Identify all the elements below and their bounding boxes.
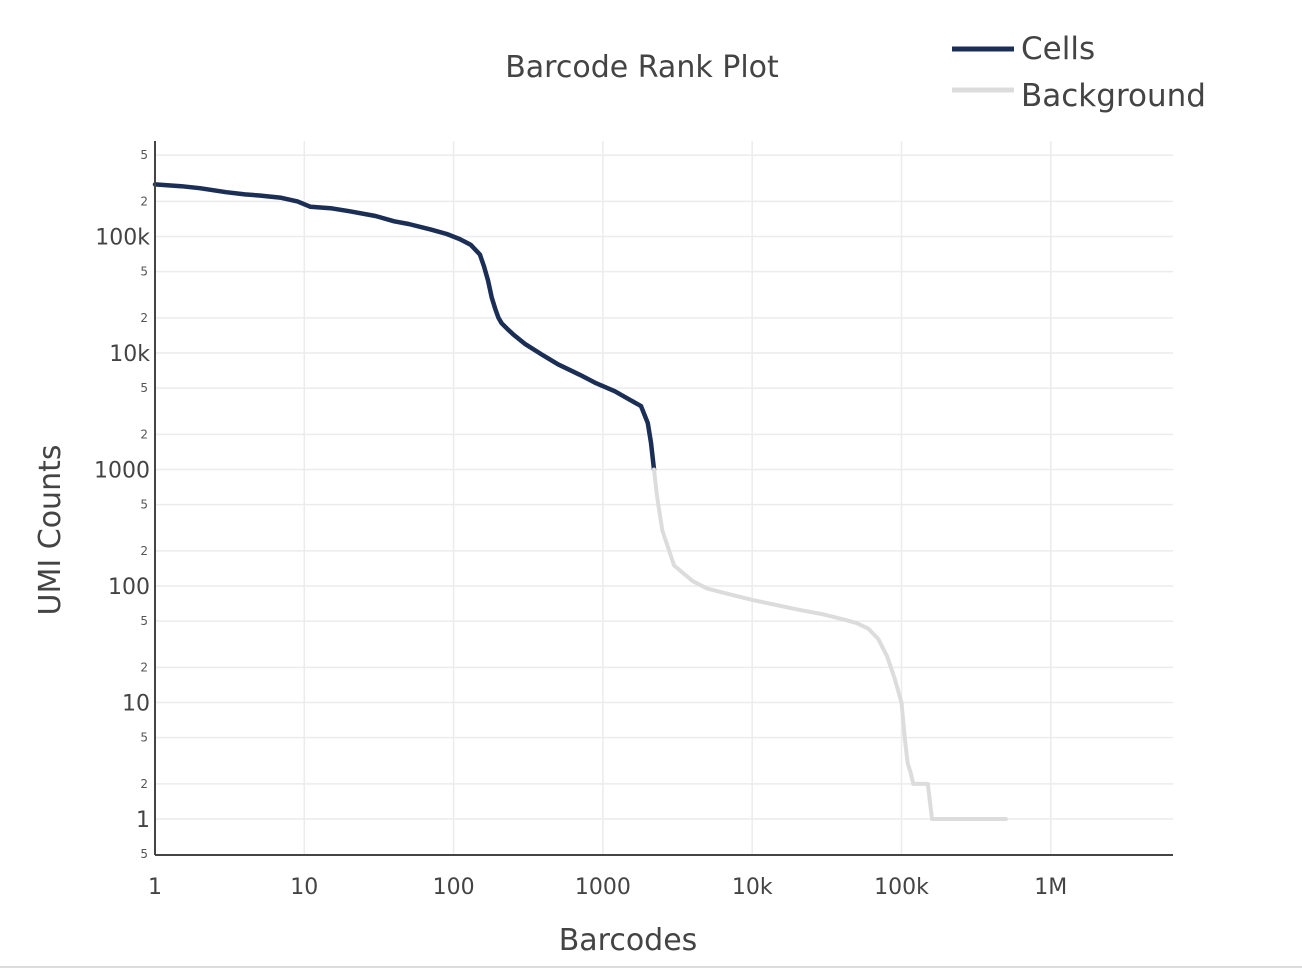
- y-minor-tick-label: 5: [140, 731, 148, 745]
- y-minor-tick-label: 5: [140, 498, 148, 512]
- y-tick-label: 100k: [95, 226, 150, 251]
- y-tick-label: 100: [108, 575, 150, 600]
- legend-label-cells: Cells: [1021, 31, 1095, 67]
- y-minor-tick-label: 5: [140, 148, 148, 162]
- x-axis-label: Barcodes: [559, 923, 698, 958]
- x-tick-label: 100: [433, 875, 475, 900]
- y-minor-tick-label: 2: [140, 660, 148, 674]
- x-tick-labels: 1 10 100 1000 10k 100k 1M: [148, 875, 1067, 900]
- y-minor-tick-label: 2: [140, 544, 148, 558]
- y-tick-label: 10: [122, 692, 150, 717]
- y-minor-tick-label: 5: [140, 265, 148, 279]
- series-lines: [152, 182, 1008, 821]
- y-tick-label: 1: [136, 808, 150, 833]
- axes: [154, 141, 1173, 856]
- y-tick-label: 1000: [94, 459, 150, 484]
- x-tick-label: 100k: [874, 875, 929, 900]
- series-line-background: [652, 467, 1008, 821]
- x-tick-label: 1M: [1034, 875, 1067, 900]
- chart-title: Barcode Rank Plot: [505, 50, 779, 85]
- bottom-divider: [0, 966, 1302, 968]
- y-minor-tick-label: 5: [140, 614, 148, 628]
- x-tick-label: 10k: [732, 875, 773, 900]
- y-minor-tick-label: 2: [140, 427, 148, 441]
- legend-label-background: Background: [1021, 78, 1206, 114]
- y-axis-label: UMI Counts: [33, 445, 68, 616]
- y-minor-tick-label: 2: [140, 194, 148, 208]
- series-line-cells: [152, 182, 657, 472]
- y-minor-tick-label: 5: [140, 847, 148, 861]
- x-tick-label: 1000: [575, 875, 631, 900]
- grid-lines: [155, 141, 1173, 855]
- y-tick-label: 10k: [109, 342, 150, 367]
- y-minor-tick-label: 2: [140, 777, 148, 791]
- x-tick-label: 1: [148, 875, 162, 900]
- y-minor-tick-label: 2: [140, 311, 148, 325]
- y-tick-labels: 1 10 100 1000 10k 100k 5 2 5 2 5 2 5 2 5 2 5 2 5: [94, 148, 150, 861]
- legend: Cells Background: [952, 31, 1206, 114]
- x-tick-label: 10: [290, 875, 318, 900]
- y-minor-tick-label: 5: [140, 381, 148, 395]
